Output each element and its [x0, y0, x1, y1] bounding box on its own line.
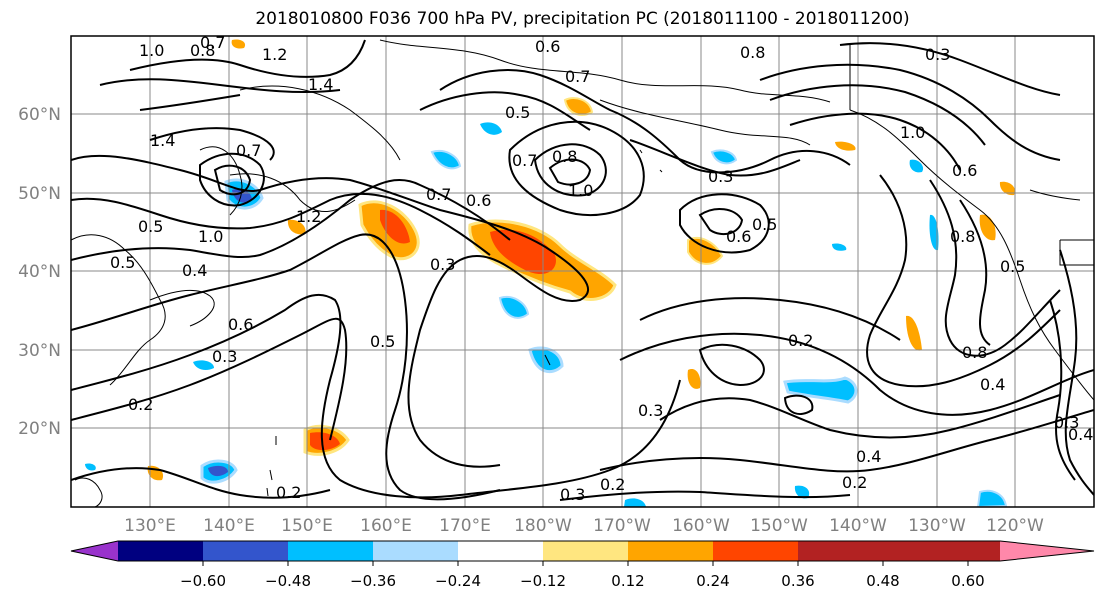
- colorbar-tick-label: 0.60: [951, 572, 984, 590]
- lon-label: 160°E: [360, 516, 412, 536]
- lon-label: 150°E: [281, 516, 333, 536]
- colorbar-tick-label: 0.12: [611, 572, 644, 590]
- colorbar-tick-label: 0.48: [866, 572, 899, 590]
- contour-label: 0.3: [1054, 413, 1079, 432]
- colorbar-tick-label: 0.24: [696, 572, 729, 590]
- contour-label: 0.3: [638, 401, 663, 420]
- colorbar-extend-low: [71, 541, 118, 561]
- colorbar-segment: [713, 541, 798, 561]
- lon-label: 170°W: [593, 516, 651, 536]
- contour-label: 0.2: [600, 475, 625, 494]
- lon-label: 130°E: [124, 516, 176, 536]
- colorbar-segment: [373, 541, 458, 561]
- contour-label: 0.6: [228, 315, 253, 334]
- contour-label: 0.2: [276, 483, 301, 502]
- lon-label: 180°W: [514, 516, 572, 536]
- contour-label: 0.7: [512, 151, 537, 170]
- contour-label: 0.8: [962, 343, 987, 362]
- map-frame: [70, 35, 1095, 508]
- colorbar: −0.60 −0.48 −0.36 −0.24 −0.12 0.12 0.24 …: [70, 540, 1095, 590]
- contour-label: 0.5: [1000, 257, 1025, 276]
- colorbar-tick-label: −0.60: [180, 572, 226, 590]
- contour-label: 0.4: [980, 375, 1005, 394]
- contour-label: 0.5: [505, 103, 530, 122]
- colorbar-segment: [458, 541, 543, 561]
- lon-label: 150°W: [750, 516, 808, 536]
- contour-label: 1.0: [568, 181, 593, 200]
- contour-label: 0.6: [466, 191, 491, 210]
- lon-label: 130°W: [908, 516, 966, 536]
- contour-label: 1.0: [198, 227, 223, 246]
- longitude-labels: 130°E 140°E 150°E 160°E 170°E 180°W 170°…: [124, 516, 1044, 536]
- lat-label: 40°N: [18, 262, 61, 282]
- contour-label: 0.8: [950, 227, 975, 246]
- contour-label: 0.7: [236, 141, 261, 160]
- chart-title: 2018010800 F036 700 hPa PV, precipitatio…: [255, 9, 910, 29]
- contour-label: 0.7: [565, 67, 590, 86]
- contour-label: 0.6: [952, 161, 977, 180]
- contour-label: 0.8: [190, 41, 215, 60]
- colorbar-segment: [628, 541, 713, 561]
- contour-label: 0.8: [552, 147, 577, 166]
- contour-label: 0.3: [560, 485, 585, 504]
- contour-label: 0.3: [430, 255, 455, 274]
- colorbar-tick-label: −0.36: [350, 572, 396, 590]
- lat-label: 20°N: [18, 419, 61, 439]
- contour-label: 1.4: [150, 131, 175, 150]
- lat-label: 50°N: [18, 184, 61, 204]
- contour-label: 0.6: [535, 37, 560, 56]
- contour-label: 0.4: [856, 447, 881, 466]
- contour-label: 1.2: [296, 207, 321, 226]
- precipitation-shading: [85, 39, 1016, 507]
- contour-label: 0.3: [925, 45, 950, 64]
- colorbar-tick-label: 0.36: [781, 572, 814, 590]
- lon-label: 170°E: [439, 516, 491, 536]
- contour-label: 0.7: [200, 33, 225, 52]
- contour-label: 0.5: [110, 253, 135, 272]
- lon-label: 160°W: [672, 516, 730, 536]
- contour-label: 0.2: [128, 395, 153, 414]
- contour-label: 0.3: [708, 167, 733, 186]
- contour-label: 0.2: [788, 331, 813, 350]
- colorbar-tick-labels: −0.60 −0.48 −0.36 −0.24 −0.12 0.12 0.24 …: [180, 572, 985, 590]
- colorbar-segment: [118, 541, 203, 561]
- contour-label: 0.5: [752, 215, 777, 234]
- contour-labels: 1.0 0.8 0.7 1.2 1.4 1.4 0.7 1.0 0.5 0.5 …: [110, 33, 1093, 504]
- colorbar-tick-label: −0.48: [265, 572, 311, 590]
- colorbar-segment: [203, 541, 288, 561]
- lat-label: 30°N: [18, 341, 61, 361]
- graticule: [71, 36, 1094, 507]
- lon-label: 140°E: [203, 516, 255, 536]
- contour-label: 1.2: [262, 45, 287, 64]
- contour-label: 0.7: [426, 185, 451, 204]
- contour-label: 0.5: [138, 217, 163, 236]
- pv-contours: [71, 39, 1094, 501]
- colorbar-segment: [543, 541, 628, 561]
- contour-label: 1.4: [308, 75, 333, 94]
- colorbar-extend-high: [1000, 541, 1094, 561]
- colorbar-tick-label: −0.12: [520, 572, 566, 590]
- colorbar-segment: [798, 541, 883, 561]
- contour-label: 0.4: [1068, 425, 1093, 444]
- lon-label: 140°W: [829, 516, 887, 536]
- coastlines: [71, 39, 1094, 507]
- contour-label: 1.0: [900, 123, 925, 142]
- contour-label: 0.5: [370, 332, 395, 351]
- contour-label: 1.0: [139, 41, 164, 60]
- colorbar-segment: [883, 541, 1000, 561]
- contour-label: 0.2: [842, 473, 867, 492]
- contour-label: 0.6: [726, 227, 751, 246]
- latitude-labels: 60°N 50°N 40°N 30°N 20°N: [18, 105, 61, 439]
- lon-label: 120°W: [986, 516, 1044, 536]
- colorbar-segment: [288, 541, 373, 561]
- contour-label: 0.4: [182, 261, 207, 280]
- colorbar-ticks: [202, 561, 969, 566]
- contour-label: 0.3: [212, 347, 237, 366]
- colorbar-outline: [70, 540, 1095, 562]
- lat-label: 60°N: [18, 105, 61, 125]
- colorbar-tick-label: −0.24: [435, 572, 481, 590]
- contour-label: 0.8: [740, 43, 765, 62]
